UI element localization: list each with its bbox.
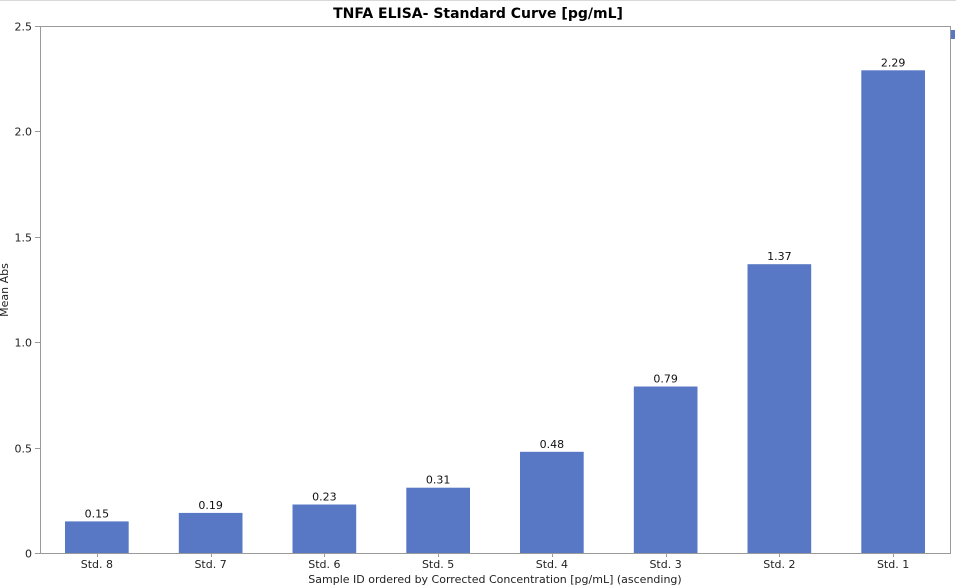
y-tick-label: 2.0 [15,126,33,139]
x-tick-label: Std. 7 [194,558,226,571]
y-tick-label: 1.0 [15,337,33,350]
bar-value-label: 0.23 [312,491,337,504]
bar-value-label: 0.31 [426,474,451,487]
x-tick-label: Std. 8 [81,558,113,571]
bar[interactable] [292,504,357,554]
legend-marker [951,30,955,39]
y-tick-label: 2.5 [15,21,33,34]
y-axis-label: Mean Abs [0,263,11,317]
bar[interactable] [861,70,925,554]
x-axis-label: Sample ID ordered by Corrected Concentra… [308,573,681,586]
bar-value-label: 0.15 [85,507,110,520]
bar-value-label: 0.79 [653,373,678,386]
bar-value-label: 1.37 [767,250,792,263]
plot-area [40,26,951,554]
bar-value-label: 2.29 [881,56,906,69]
x-tick-label: Std. 5 [422,558,454,571]
chart-title: TNFA ELISA- Standard Curve [pg/mL] [333,6,623,22]
bar[interactable] [178,512,243,553]
bar[interactable] [633,386,698,554]
y-tick-label: 0.5 [15,443,33,456]
x-tick-label: Std. 4 [536,558,568,571]
bar[interactable] [520,451,584,553]
bar[interactable] [406,487,470,553]
bar-value-label: 0.48 [540,438,565,451]
x-tick-label: Std. 3 [649,558,681,571]
x-tick-label: Std. 6 [308,558,340,571]
x-tick-label: Std. 1 [877,558,909,571]
bar-value-label: 0.19 [198,499,223,512]
bar[interactable] [747,264,812,553]
x-tick-label: Std. 2 [763,558,795,571]
y-axis: 0 0.5 1.0 1.5 2.0 2.5 [15,21,40,561]
bars-group: 0.15 0.19 0.23 0.31 0.48 0.79 1.37 2.29 [65,56,925,554]
y-tick-label: 1.5 [15,232,33,245]
x-axis: Std. 8 Std. 7 Std. 6 Std. 5 Std. 4 Std. 3 Std.… [81,553,909,571]
bar[interactable] [65,521,129,553]
y-tick-label: 0 [25,548,32,561]
